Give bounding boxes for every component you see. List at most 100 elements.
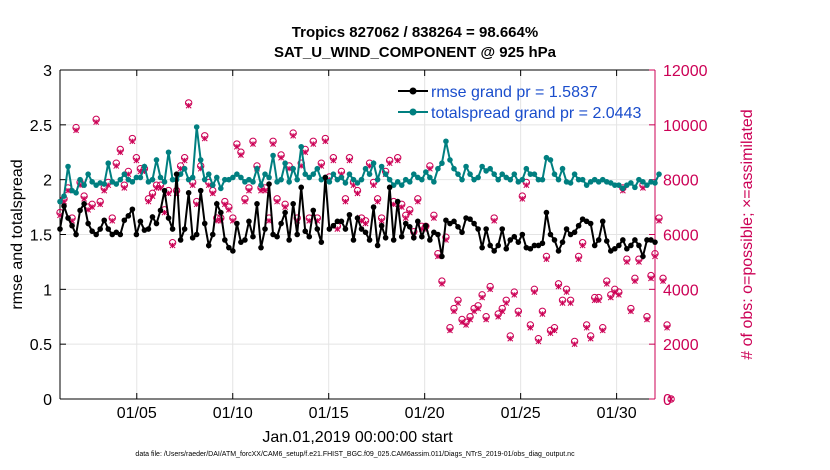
totalspread-point — [177, 171, 184, 177]
totalspread-point — [250, 179, 256, 185]
obs-assimilated-point — [483, 316, 490, 323]
rmse-point — [632, 237, 638, 243]
obs-assimilated-point — [487, 286, 494, 293]
totalspread-point — [551, 171, 558, 177]
rmse-point — [286, 237, 292, 243]
rmse-point — [105, 226, 112, 232]
totalspread-point — [459, 176, 465, 183]
obs-assimilated-point — [370, 182, 377, 189]
rmse-point — [77, 207, 83, 214]
rmse-point — [620, 237, 626, 243]
obs-assimilated-point — [113, 163, 120, 169]
totalspread-point — [181, 165, 188, 172]
obs-assimilated-point — [579, 242, 586, 249]
rmse-point — [374, 242, 381, 249]
totalspread-point — [656, 171, 662, 177]
obs-assimilated-point — [109, 217, 116, 224]
obs-assimilated-point — [567, 300, 574, 306]
obs-assimilated-point — [241, 198, 248, 205]
totalspread-point — [169, 176, 176, 183]
obs-assimilated-point — [402, 215, 409, 222]
rmse-point — [611, 245, 618, 252]
obs-assimilated-point — [362, 220, 369, 227]
obs-assimilated-point — [491, 217, 498, 224]
rmse-point — [499, 226, 506, 232]
y-right-tick-label: 12000 — [663, 63, 708, 80]
rmse-point — [145, 226, 152, 232]
x-axis-label: Jan.01,2019 00:00:00 start — [262, 429, 453, 446]
rmse-point — [624, 245, 630, 252]
rmse-point — [439, 253, 445, 260]
y-left-tick-label: 0 — [43, 392, 52, 409]
totalspread-point — [222, 176, 228, 183]
obs-assimilated-point — [93, 119, 100, 126]
rmse-point — [559, 239, 566, 245]
obs-assimilated-point — [149, 193, 156, 200]
totalspread-point — [157, 174, 164, 181]
x-tick-label: 01/25 — [501, 405, 541, 422]
totalspread-point — [523, 165, 530, 172]
totalspread-point — [278, 176, 284, 183]
totalspread-point — [258, 182, 264, 188]
obs-assimilated-point — [430, 215, 437, 222]
rmse-point — [298, 184, 305, 191]
totalspread-point — [270, 152, 276, 159]
rmse-point — [85, 220, 91, 227]
totalspread-point — [286, 179, 292, 185]
obs-assimilated-point — [595, 297, 602, 304]
totalspread-point — [254, 165, 260, 172]
rmse-point — [551, 237, 558, 243]
totalspread-point — [262, 171, 268, 177]
rmse-point — [390, 237, 397, 243]
obs-assimilated-point — [583, 324, 590, 331]
totalspread-point — [467, 171, 473, 177]
rmse-point — [427, 237, 433, 243]
totalspread-point — [81, 182, 87, 188]
obs-assimilated-point — [531, 289, 538, 296]
rmse-point — [547, 231, 554, 238]
obs-assimilated-point — [539, 311, 546, 317]
rmse-point — [398, 233, 405, 240]
rmse-point — [495, 242, 502, 249]
rmse-point — [65, 215, 71, 221]
totalspread-point — [495, 176, 502, 183]
y-right-axis-label: # of obs: o=possible; ×=assimilated — [739, 109, 756, 359]
totalspread-point — [555, 176, 562, 183]
obs-assimilated-point — [322, 138, 329, 145]
totalspread-point — [366, 171, 373, 177]
totalspread-point — [616, 182, 622, 188]
obs-assimilated-point — [547, 330, 554, 337]
totalspread-point — [575, 176, 582, 183]
obs-assimilated-point — [394, 157, 401, 164]
obs-assimilated-point — [97, 201, 104, 208]
totalspread-point — [419, 176, 425, 183]
totalspread-point — [298, 143, 305, 150]
obs-assimilated-point — [245, 187, 252, 194]
rmse-point — [575, 222, 582, 229]
obs-assimilated-point — [346, 157, 353, 164]
rmse-point — [189, 234, 196, 241]
obs-assimilated-point — [644, 316, 650, 323]
totalspread-point — [611, 182, 618, 188]
rmse-point — [306, 233, 313, 240]
totalspread-point — [310, 171, 317, 177]
obs-assimilated-point — [471, 308, 478, 315]
totalspread-point — [567, 180, 574, 186]
totalspread-point — [238, 174, 244, 181]
totalspread-point — [628, 180, 634, 186]
obs-assimilated-point — [374, 198, 381, 205]
legend-rmse-marker — [409, 87, 417, 95]
obs-assimilated-point — [559, 300, 566, 306]
totalspread-point — [133, 174, 140, 181]
rmse-point — [519, 231, 526, 238]
obs-assimilated-point — [615, 291, 622, 298]
totalspread-point — [386, 176, 393, 183]
totalspread-point — [302, 171, 309, 177]
rmse-point — [81, 200, 87, 207]
rmse-point — [161, 187, 168, 194]
obs-assimilated-point — [65, 187, 71, 194]
totalspread-point — [382, 171, 389, 177]
rmse-point — [234, 220, 240, 227]
totalspread-point — [632, 184, 638, 191]
totalspread-point — [423, 169, 429, 175]
